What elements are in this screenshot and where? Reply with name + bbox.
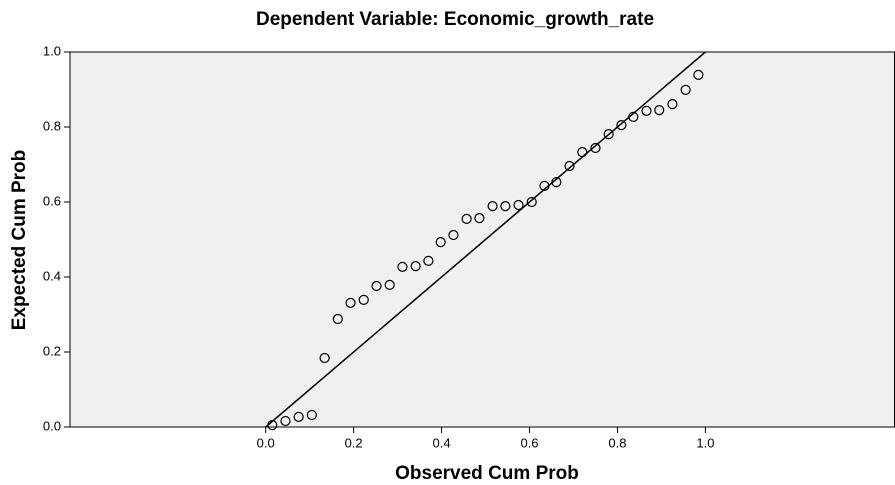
x-tick-label: 0.0	[257, 435, 275, 450]
point	[551, 177, 562, 188]
point	[628, 111, 639, 122]
y-tick-label: 0.6	[43, 193, 61, 208]
point	[654, 105, 665, 116]
y-tick-label: 0.4	[43, 268, 61, 283]
point	[564, 160, 575, 172]
point	[345, 297, 356, 308]
point	[384, 279, 395, 290]
point	[280, 415, 291, 427]
x-tick-label: 0.8	[608, 435, 626, 450]
point	[680, 84, 691, 95]
point	[448, 229, 459, 241]
y-tick-label: 0.0	[43, 418, 61, 433]
point	[410, 261, 421, 272]
point	[667, 99, 678, 110]
point	[590, 142, 601, 154]
point	[435, 237, 446, 248]
y-tick-label: 0.8	[43, 118, 61, 133]
x-tick-label: 0.6	[520, 435, 538, 450]
plot-area	[69, 51, 895, 428]
point	[423, 255, 434, 266]
point	[358, 294, 369, 305]
point	[603, 129, 614, 140]
point	[306, 409, 317, 421]
point	[461, 213, 472, 224]
point	[539, 180, 550, 191]
point	[332, 313, 343, 325]
reference-line	[265, 51, 706, 428]
point	[474, 213, 485, 224]
point	[500, 201, 511, 212]
point	[577, 147, 588, 158]
point	[641, 105, 652, 116]
x-tick-label: 0.4	[433, 435, 451, 450]
point	[487, 201, 498, 212]
point	[526, 196, 537, 208]
y-axis-label: Expected Cum Prob	[9, 150, 30, 331]
x-tick-label: 0.2	[345, 435, 363, 450]
x-tick-label: 1.0	[696, 435, 714, 450]
point	[616, 120, 627, 131]
point	[397, 261, 408, 272]
point	[513, 199, 524, 211]
point	[319, 352, 330, 364]
point	[293, 411, 304, 422]
point	[693, 69, 704, 80]
y-tick-label: 1.0	[43, 43, 61, 58]
chart-title: Dependent Variable: Economic_growth_rate	[256, 9, 654, 30]
point	[267, 420, 278, 431]
x-axis-label: Observed Cum Prob	[395, 463, 579, 484]
y-tick-label: 0.2	[43, 343, 61, 358]
point	[371, 280, 382, 292]
